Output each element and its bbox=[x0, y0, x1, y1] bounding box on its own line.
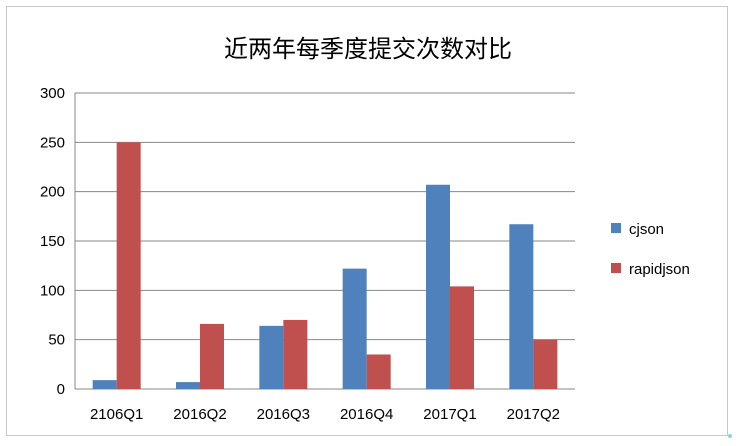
chart-title: 近两年每季度提交次数对比 bbox=[224, 35, 512, 63]
bar-cjson bbox=[509, 224, 534, 389]
x-tick-label: 2017Q2 bbox=[507, 406, 560, 423]
y-tick-label: 50 bbox=[48, 332, 65, 349]
y-tick-label: 100 bbox=[40, 282, 65, 299]
bars bbox=[92, 142, 558, 389]
y-tick-label: 250 bbox=[40, 134, 65, 151]
legend-label: rapidjson bbox=[629, 261, 690, 278]
chart-frame: 近两年每季度提交次数对比 0 50 100 150 200 250 300 2106Q1 20… bbox=[6, 6, 728, 436]
bar-rapidjson bbox=[366, 354, 391, 389]
x-tick-label: 2016Q3 bbox=[257, 406, 310, 423]
x-tick-label: 2016Q2 bbox=[173, 406, 226, 423]
bar-cjson bbox=[176, 382, 200, 389]
x-tick-label: 2016Q4 bbox=[340, 406, 393, 423]
bar-rapidjson bbox=[116, 142, 141, 389]
x-tick-label: 2106Q1 bbox=[90, 406, 143, 423]
gridlines bbox=[75, 92, 575, 390]
legend-swatch-cjson bbox=[611, 223, 621, 233]
x-axis: 2106Q1 2016Q2 2016Q3 2016Q4 2017Q1 2017Q2 bbox=[90, 406, 560, 423]
bar-rapidjson bbox=[283, 319, 308, 389]
bar-cjson bbox=[426, 184, 450, 389]
y-tick-label: 150 bbox=[40, 233, 65, 250]
bar-rapidjson bbox=[450, 286, 474, 389]
bar-cjson bbox=[259, 325, 284, 389]
y-tick-label: 0 bbox=[57, 381, 65, 398]
legend: cjson rapidjson bbox=[611, 221, 690, 278]
bar-rapidjson bbox=[200, 323, 224, 389]
corner-dot bbox=[728, 434, 732, 438]
legend-swatch-rapidjson bbox=[611, 263, 621, 273]
y-tick-label: 300 bbox=[40, 85, 65, 102]
bar-rapidjson bbox=[533, 339, 558, 389]
y-tick-label: 200 bbox=[40, 184, 65, 201]
bar-cjson bbox=[92, 380, 117, 389]
bar-cjson bbox=[342, 268, 367, 389]
x-tick-label: 2017Q1 bbox=[423, 406, 476, 423]
bar-chart: 近两年每季度提交次数对比 0 50 100 150 200 250 300 2106Q1 20… bbox=[40, 35, 690, 423]
y-axis: 0 50 100 150 200 250 300 bbox=[40, 85, 76, 398]
legend-label: cjson bbox=[629, 221, 664, 238]
